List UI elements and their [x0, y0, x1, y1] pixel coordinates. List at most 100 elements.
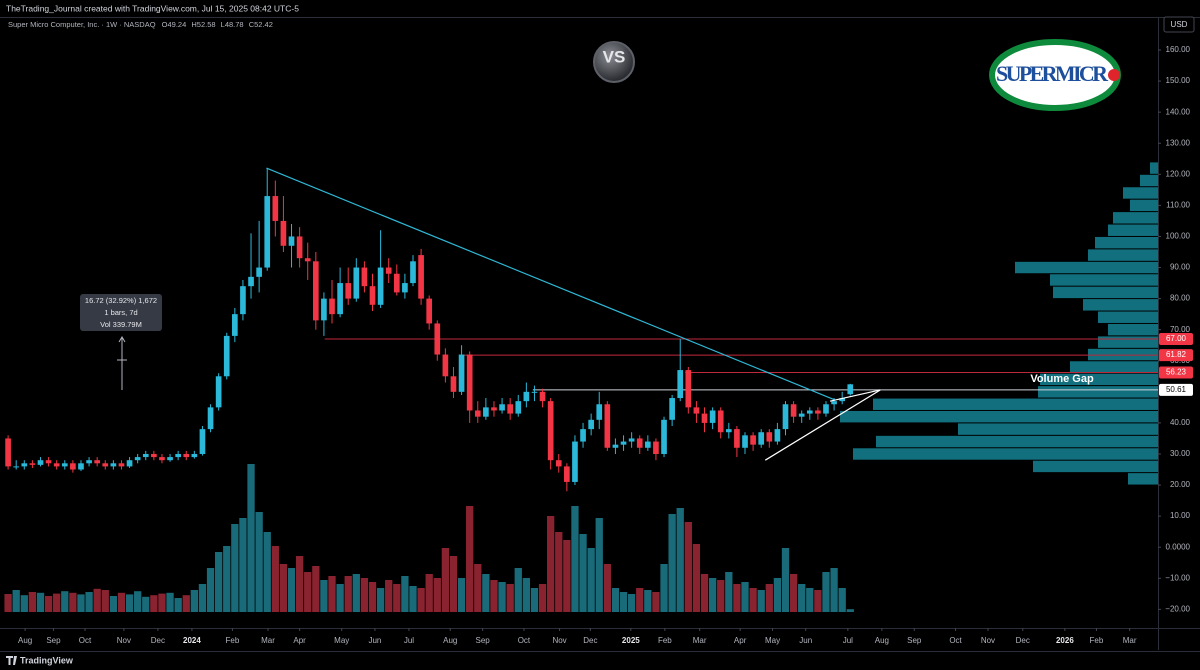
candle-body: [393, 273, 400, 293]
currency-box[interactable]: [1163, 16, 1195, 33]
volume-bar: [150, 595, 158, 612]
candle-body: [628, 438, 635, 442]
x-tick-label: 2025: [622, 636, 640, 645]
profile-bar: [1050, 274, 1158, 286]
y-tick-label: 20.00: [1170, 480, 1191, 489]
candle-body: [839, 398, 846, 402]
volume-bar: [61, 591, 69, 612]
candle-body: [515, 401, 522, 414]
volume-bar: [4, 594, 12, 612]
profile-bar: [1040, 373, 1158, 386]
volume-bar: [352, 574, 360, 612]
candle-body: [531, 391, 538, 393]
volume-bar: [692, 544, 701, 612]
volume-bar: [733, 584, 741, 612]
volume-bar: [603, 564, 611, 612]
volume-bar: [822, 572, 830, 612]
volume-bar: [28, 592, 37, 612]
candle-body: [361, 267, 368, 287]
ohlc-prefix: L: [221, 20, 225, 29]
x-tick-label: Aug: [875, 636, 889, 645]
volume-bar: [182, 595, 190, 612]
volume-bar: [830, 568, 838, 612]
volume-bar: [360, 578, 369, 612]
volume-bar: [547, 516, 555, 612]
candle-body: [458, 354, 465, 392]
candle-body: [466, 354, 473, 411]
y-tick-label: 150.00: [1166, 76, 1191, 85]
volume-bar: [304, 572, 312, 612]
candle-body: [167, 457, 173, 461]
plot: 160.00 150.00 140.00 130.00 120.00 110.00 100.…: [4, 45, 1193, 645]
candle-body: [572, 441, 578, 482]
measure-text: 1 bars, 7d: [104, 308, 137, 317]
profile-bar: [840, 410, 1158, 423]
y-tick-label: 0.0000: [1166, 542, 1191, 551]
profile-bar: [1015, 261, 1158, 274]
y-tick-label: 120.00: [1166, 169, 1191, 178]
y-tick-label: 10.00: [1170, 511, 1191, 520]
level-label-box: [1159, 366, 1193, 379]
candle-body: [240, 286, 246, 315]
candle-body: [725, 429, 732, 433]
x-tick-label: Nov: [981, 636, 995, 645]
volume-bar: [498, 582, 506, 612]
x-tick-label: Jun: [368, 636, 381, 645]
candle-body: [620, 441, 627, 445]
brand-icon: [6, 656, 17, 665]
x-tick-label: Nov: [552, 636, 566, 645]
candle-body: [369, 286, 376, 305]
level-label: 56.23: [1166, 368, 1187, 377]
candle-body: [410, 261, 416, 284]
volume-bar: [725, 572, 733, 612]
x-tick-label: Feb: [1090, 636, 1104, 645]
candle-body: [215, 376, 222, 408]
candle-body: [474, 410, 481, 417]
candle-body: [21, 463, 28, 467]
volume-bar: [279, 564, 288, 612]
volume-bar: [482, 574, 490, 612]
trendline: [764, 389, 881, 461]
volume-bar: [142, 596, 150, 612]
volume-bar: [53, 593, 61, 612]
volume-bar: [798, 584, 806, 612]
candle-body: [434, 323, 441, 355]
volume-bar: [717, 580, 725, 612]
volume-bar: [781, 548, 790, 612]
y-tick-label: 110.00: [1166, 200, 1190, 209]
level-label: 67.00: [1166, 334, 1187, 343]
volume-bar: [85, 592, 93, 612]
volume-bar: [190, 590, 198, 612]
volume-bar: [263, 532, 271, 612]
profile-bar: [1033, 460, 1158, 473]
candle-body: [70, 463, 76, 470]
candle-body: [588, 419, 594, 430]
x-tick-label: Oct: [949, 636, 962, 645]
candle-body: [280, 220, 287, 246]
volume-bar: [814, 590, 822, 612]
x-tick-label: Jun: [799, 636, 812, 645]
volume-bar: [344, 576, 352, 612]
x-tick-label: Dec: [1016, 636, 1030, 645]
level-label: 50.61: [1166, 385, 1187, 394]
candle-body: [312, 261, 319, 321]
measure-box[interactable]: [80, 294, 162, 331]
currency[interactable]: USD: [1171, 20, 1188, 29]
candle-body: [345, 283, 352, 299]
volume-bar: [231, 524, 239, 612]
volume-bar: [490, 580, 498, 612]
x-tick-label: Sep: [46, 636, 61, 645]
volume-bar: [433, 578, 441, 612]
candle-body: [661, 419, 667, 454]
volume-bar: [134, 591, 142, 612]
volume-bar: [166, 592, 174, 612]
x-tick-label: Feb: [658, 636, 672, 645]
profile-bar: [1038, 386, 1158, 398]
volume-bar: [466, 506, 474, 612]
x-tick-label: 2024: [183, 636, 201, 645]
trendline: [266, 167, 836, 401]
volume-bar: [522, 578, 531, 612]
volume-bar: [117, 592, 126, 612]
y-tick-label: 30.00: [1170, 449, 1191, 458]
